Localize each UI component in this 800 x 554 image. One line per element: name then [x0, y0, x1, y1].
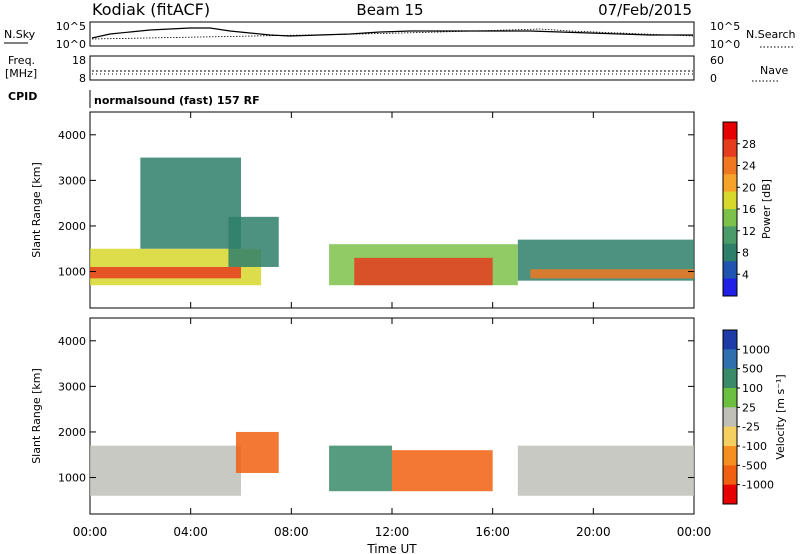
colorbar-tick-label: 4	[742, 268, 749, 281]
colorbar-tick-label: -1000	[742, 479, 774, 492]
x-axis-title: Time UT	[366, 542, 417, 554]
nsearch-tick-top: 10^5	[710, 20, 740, 33]
cpid-text: normalsound (fast) 157 RF	[94, 94, 260, 107]
colorbar-tick-label: 500	[742, 363, 763, 376]
y-tick-label: 4000	[58, 129, 86, 142]
colorbar-tick-label: -500	[742, 459, 767, 472]
y-tick-label: 2000	[58, 426, 86, 439]
colorbar-tick-label: 28	[742, 138, 756, 151]
colorbar-tick-label: 100	[742, 382, 763, 395]
colorbar-swatch	[723, 156, 737, 175]
colorbar-swatch	[723, 446, 737, 466]
freq-label: Freq.	[8, 54, 35, 67]
x-tick-label: 08:00	[274, 525, 309, 539]
nsky-tick-bottom: 10^0	[56, 38, 86, 51]
colorbar-swatch	[723, 139, 737, 158]
y-tick-label: 4000	[58, 335, 86, 348]
colorbar-swatch	[723, 174, 737, 193]
power-panel: 1000 2000 3000 4000 Slant Range [km]	[30, 111, 695, 309]
echo-region	[140, 157, 241, 249]
colorbar-swatch	[723, 426, 737, 447]
colorbar-tick-label: 25	[742, 401, 756, 414]
x-tick-label: 12:00	[375, 525, 410, 539]
nave-tick-top: 60	[710, 54, 724, 67]
y-axis-title: Slant Range [km]	[30, 368, 43, 464]
site-title: Kodiak (fitACF)	[92, 0, 210, 19]
colorbar-tick-label: 16	[742, 203, 756, 216]
colorbar-swatch	[723, 388, 737, 408]
echo-region	[329, 445, 392, 492]
freq-tick-bottom: 8	[79, 72, 86, 85]
velocity-panel: 1000 2000 3000 4000 Slant Range [km]	[30, 317, 695, 515]
x-tick-label: 00:00	[677, 525, 712, 539]
colorbar-swatch	[723, 191, 737, 210]
beam-label: Beam 15	[356, 1, 423, 19]
colorbar-title: Power [dB]	[760, 179, 773, 239]
x-tick-label: 00:00	[73, 525, 108, 539]
nsky-tick-top: 10^5	[56, 20, 86, 33]
freq-tick-top: 18	[72, 54, 86, 67]
echo-region	[235, 431, 279, 473]
echo-region	[392, 450, 493, 492]
colorbar-tick-label: -25	[742, 421, 760, 434]
colorbar-swatch	[723, 122, 737, 140]
time-axis: 00:00 04:00 08:00 12:00 16:00 20:00 00:00	[73, 525, 712, 539]
freq-panel	[89, 55, 695, 81]
colorbar-swatch	[723, 261, 737, 280]
x-tick-label: 04:00	[173, 525, 208, 539]
colorbar-swatch	[723, 226, 737, 245]
echo-region	[517, 445, 694, 496]
echo-region	[90, 266, 241, 279]
y-axis-title: Slant Range [km]	[30, 162, 43, 258]
nsky-panel	[89, 21, 695, 47]
y-tick-label: 2000	[58, 220, 86, 233]
y-tick-label: 1000	[58, 472, 86, 485]
echo-region	[228, 216, 279, 267]
colorbar-tick-label: 8	[742, 247, 749, 260]
colorbar-title: Velocity [m s⁻¹]	[774, 374, 787, 459]
colorbar-swatch	[723, 465, 737, 486]
colorbar-tick-label: 24	[742, 160, 756, 173]
echo-region	[90, 445, 241, 496]
velocity-colorbar: 1000 500 100 25 -25 -100 -500 -1000 Velocity [m …	[722, 329, 787, 505]
colorbar-swatch	[723, 349, 737, 370]
y-tick-label: 3000	[58, 174, 86, 187]
nsearch-tick-bottom: 10^0	[710, 38, 740, 51]
nave-label: Nave	[760, 64, 788, 77]
nsearch-label: N.Search	[746, 28, 796, 41]
colorbar-swatch	[723, 407, 737, 428]
colorbar-tick-label: -100	[742, 440, 767, 453]
freq-unit: [MHz]	[5, 67, 37, 80]
cpid-label: CPID	[8, 90, 37, 103]
date-label: 07/Feb/2015	[598, 1, 692, 19]
y-tick-label: 3000	[58, 380, 86, 393]
x-tick-label: 16:00	[475, 525, 510, 539]
nsearch-trace	[91, 28, 694, 40]
colorbar-swatch	[723, 209, 737, 227]
nave-tick-bottom: 0	[710, 72, 717, 85]
echo-region	[530, 269, 694, 279]
colorbar-tick-label: 12	[742, 225, 756, 238]
colorbar-swatch	[723, 243, 737, 262]
nsky-label: N.Sky	[4, 28, 36, 41]
colorbar-frame	[722, 329, 738, 505]
colorbar-tick-label: 1000	[742, 343, 770, 356]
colorbar-swatch	[723, 330, 737, 350]
colorbar-tick-label: 20	[742, 181, 756, 194]
colorbar-swatch	[723, 278, 737, 297]
colorbar-swatch	[723, 368, 737, 389]
y-tick-label: 1000	[58, 266, 86, 279]
power-colorbar: 28 24 20 16 12 8 4 Power [dB]	[722, 121, 773, 297]
colorbar-swatch	[723, 484, 737, 505]
echo-region	[354, 257, 493, 286]
x-tick-label: 20:00	[576, 525, 611, 539]
